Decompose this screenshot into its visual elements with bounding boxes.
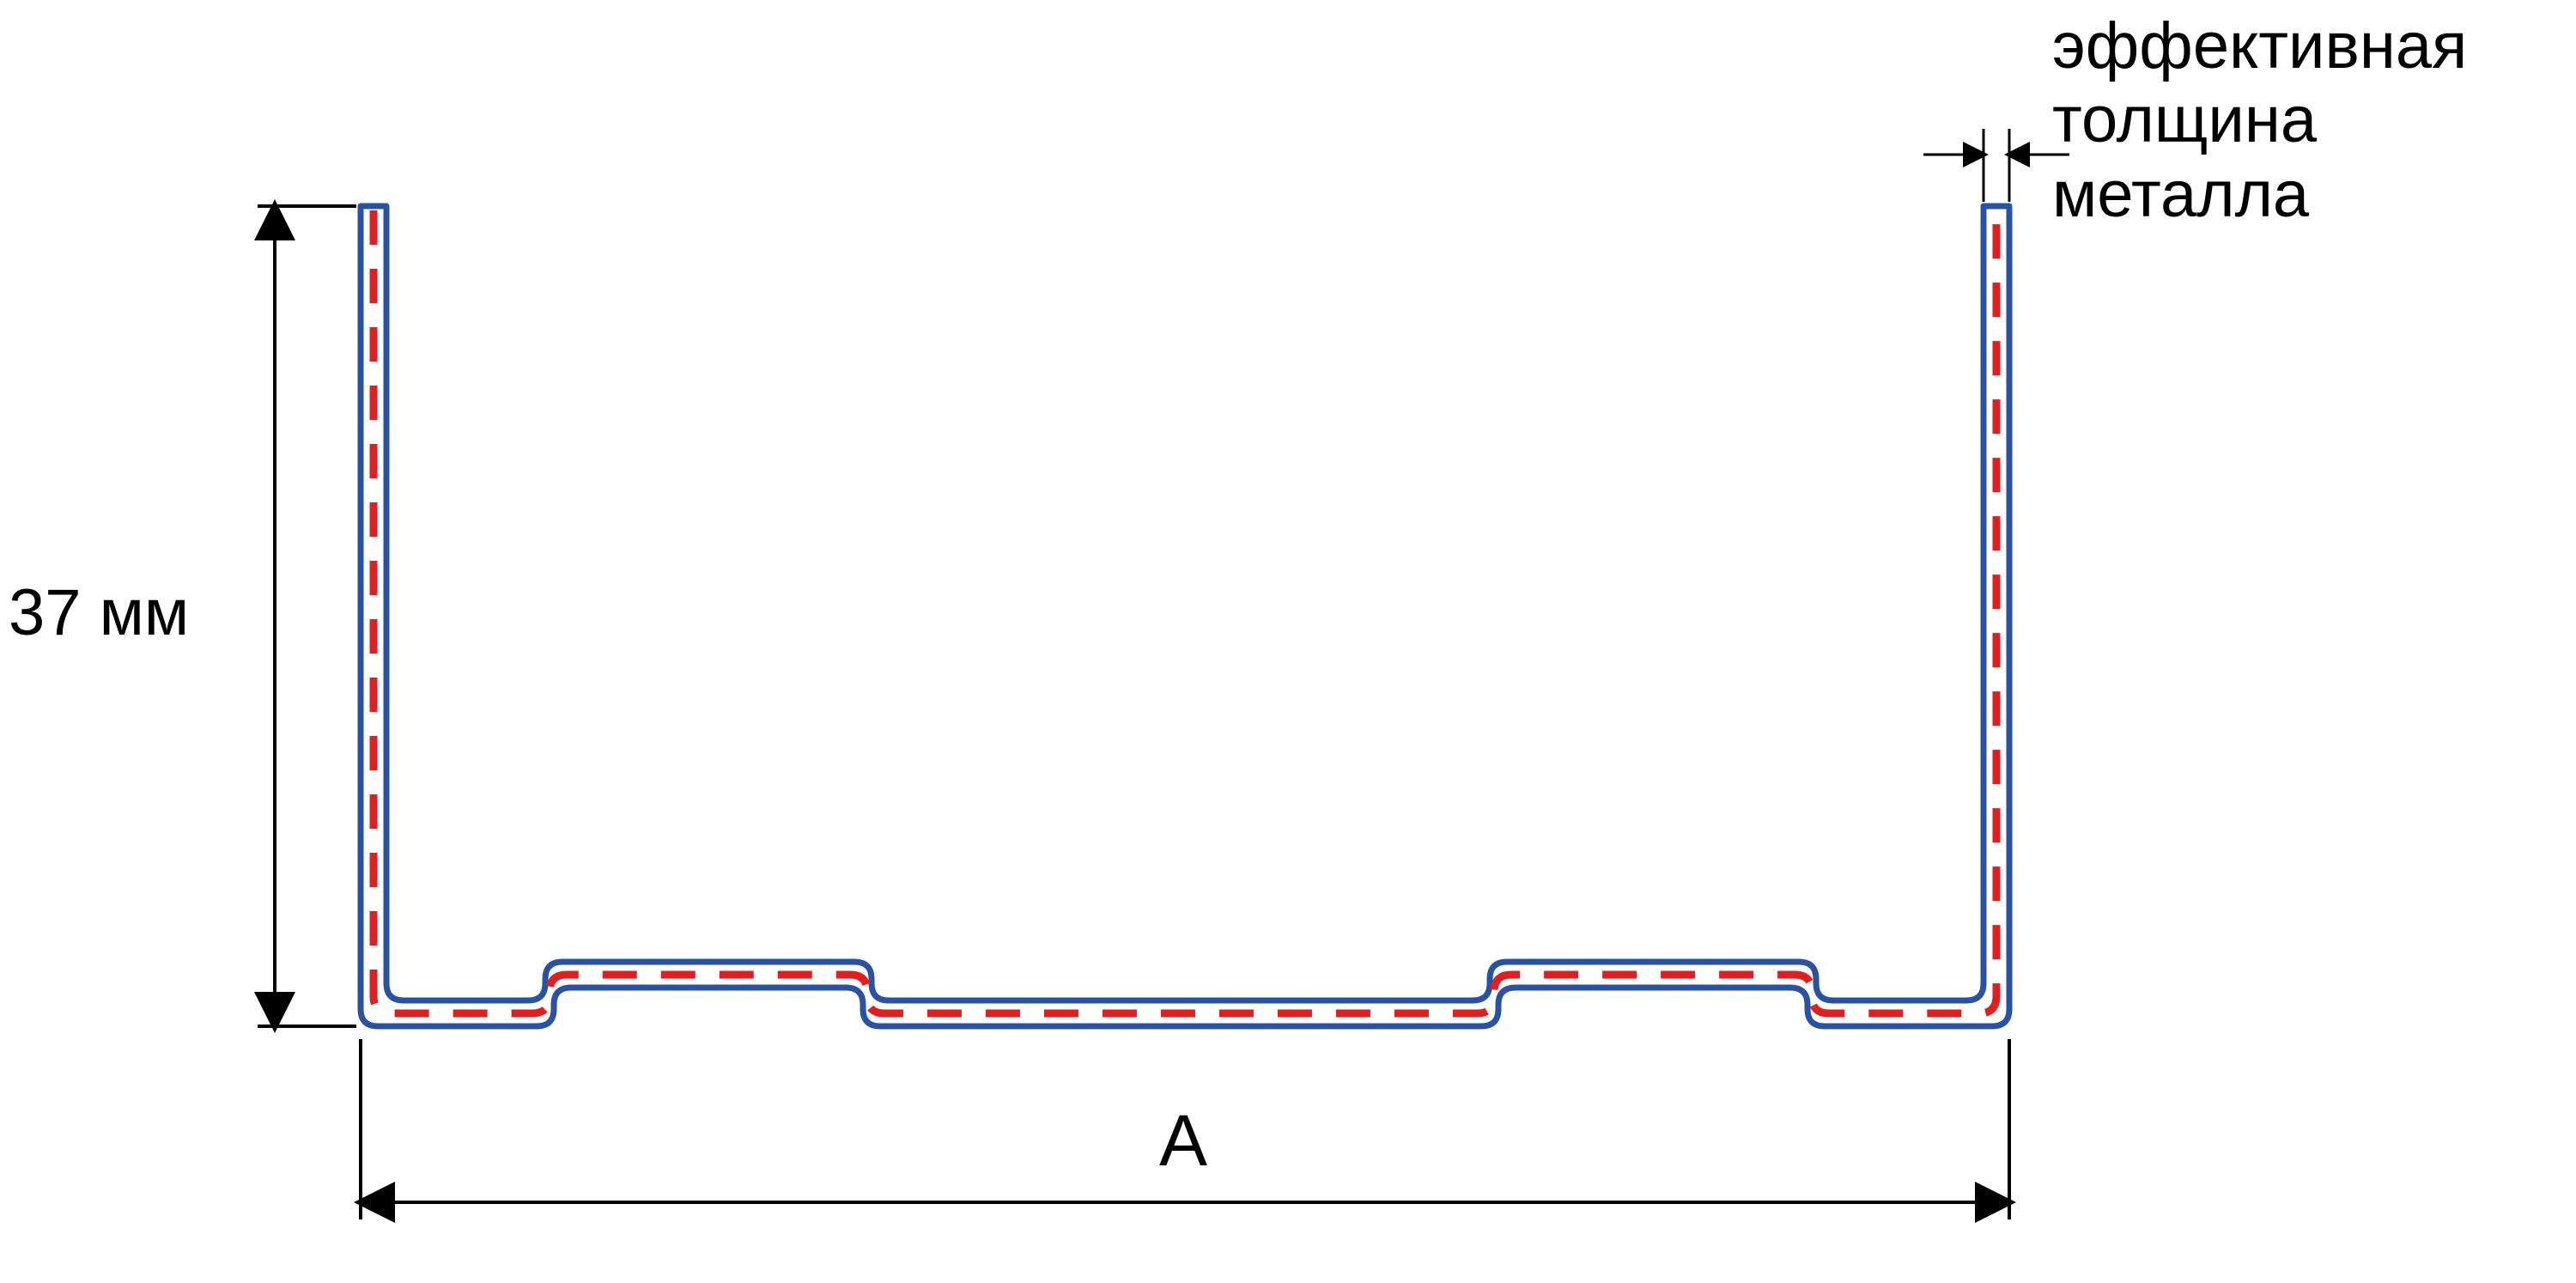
profile-centerline [374,210,1996,1013]
profile-outer [361,206,2009,1026]
thickness-label-line2: толщина металла [2052,82,2576,232]
diagram-container: эффективная толщина металла 37 мм A [0,0,2576,1283]
height-label: 37 мм [9,575,189,650]
thickness-label-line1: эффективная [2052,9,2467,83]
width-label: A [1159,1099,1207,1183]
profile-inner [386,206,1984,1000]
